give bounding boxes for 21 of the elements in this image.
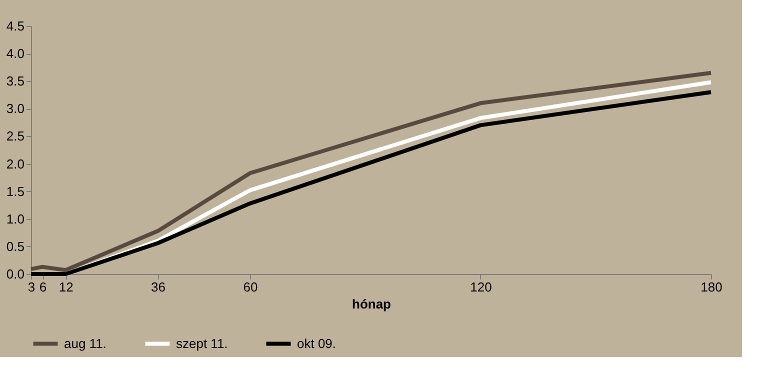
x-tick-label: 120 [470,280,492,294]
x-tick-label: 36 [151,280,166,294]
y-tick-label: 4.0 [6,46,24,62]
y-tick-label: 3.0 [6,101,24,116]
y-tick-label: 0.5 [6,238,24,254]
x-tick-label: 12 [58,280,74,294]
x-tick-label: 3 [28,280,36,294]
legend-label: okt 09. [297,336,336,351]
y-tick-label: 1.5 [6,184,24,199]
y-tick-label: 2.0 [6,156,24,172]
y-tick-label: 3.5 [6,74,24,89]
y-tick-label: 1.0 [6,211,24,226]
y-tick-label: 4.5 [6,18,24,34]
legend-label: aug 11. [64,336,106,351]
x-tick-label: 6 [39,280,47,294]
x-tick-label: 180 [700,280,722,294]
y-tick-label: 2.5 [6,128,24,144]
x-axis-title: hónap [352,296,392,312]
legend-label: szept 11. [176,336,228,351]
x-tick-label: 60 [243,280,258,294]
y-tick-label: 0.0 [6,266,24,282]
